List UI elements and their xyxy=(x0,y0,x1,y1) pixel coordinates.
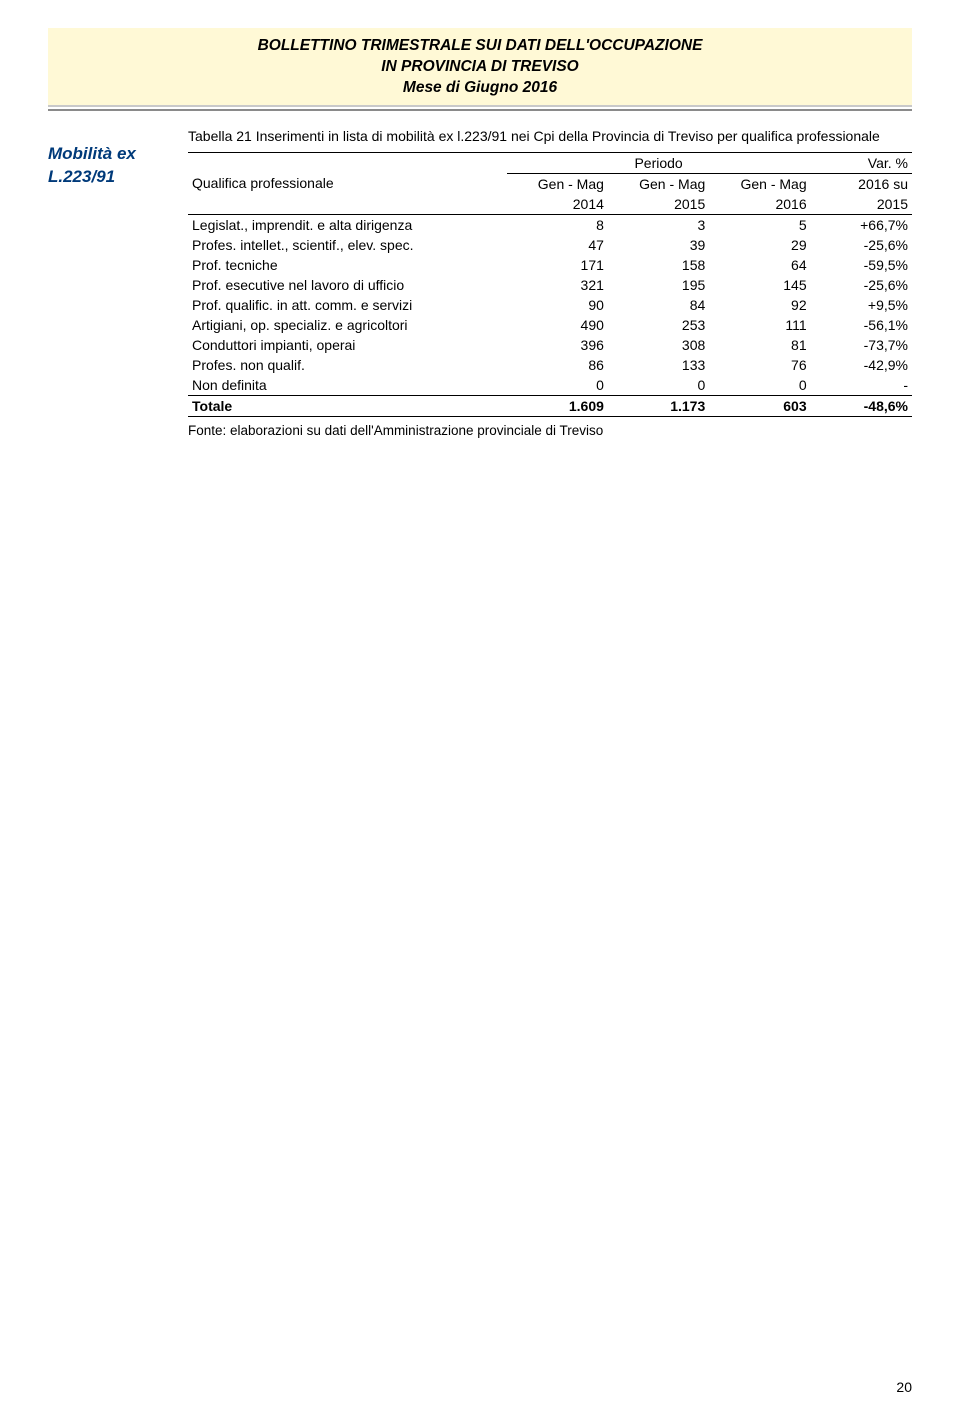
col4-line1: 2016 su xyxy=(811,173,912,194)
total-val: 1.609 xyxy=(507,395,608,416)
page-number: 20 xyxy=(896,1379,912,1395)
table-row: Profes. intellet., scientif., elev. spec… xyxy=(188,235,912,255)
row-val: 81 xyxy=(709,335,810,355)
row-val: -25,6% xyxy=(811,275,912,295)
row-val: 0 xyxy=(507,375,608,396)
row-label: Prof. esecutive nel lavoro di ufficio xyxy=(188,275,507,295)
col3-line2: 2016 xyxy=(709,194,810,215)
header-line-3: Mese di Giugno 2016 xyxy=(48,78,912,99)
content-row: Mobilità ex L.223/91 Tabella 21 Inserime… xyxy=(48,125,912,438)
row-label: Profes. non qualif. xyxy=(188,355,507,375)
row-val: 133 xyxy=(608,355,709,375)
row-label: Conduttori impianti, operai xyxy=(188,335,507,355)
table-total-row: Totale 1.609 1.173 603 -48,6% xyxy=(188,395,912,416)
col2-line2: 2015 xyxy=(608,194,709,215)
row-val: -73,7% xyxy=(811,335,912,355)
table-row: Prof. qualific. in att. comm. e servizi … xyxy=(188,295,912,315)
table-row: Artigiani, op. specializ. e agricoltori … xyxy=(188,315,912,335)
data-table: Periodo Var. % Qualifica professionale G… xyxy=(188,152,912,417)
table-row: Conduttori impianti, operai 396 308 81 -… xyxy=(188,335,912,355)
row-header-label: Qualifica professionale xyxy=(188,173,507,214)
header-line-2: IN PROVINCIA DI TREVISO xyxy=(48,57,912,78)
col1-line2: 2014 xyxy=(507,194,608,215)
row-val: -25,6% xyxy=(811,235,912,255)
row-label: Non definita xyxy=(188,375,507,396)
row-val: 3 xyxy=(608,214,709,235)
main-column: Tabella 21 Inserimenti in lista di mobil… xyxy=(188,125,912,438)
row-val: 5 xyxy=(709,214,810,235)
row-val: 92 xyxy=(709,295,810,315)
table-source: Fonte: elaborazioni su dati dell'Amminis… xyxy=(188,423,912,438)
sidebar-title: Mobilità ex L.223/91 xyxy=(48,143,170,189)
col-group-var: Var. % xyxy=(811,152,912,173)
row-val: -56,1% xyxy=(811,315,912,335)
row-val: 158 xyxy=(608,255,709,275)
row-val: 64 xyxy=(709,255,810,275)
sidebar-title-line2: L.223/91 xyxy=(48,167,115,186)
col3-line1: Gen - Mag xyxy=(709,173,810,194)
col1-line1: Gen - Mag xyxy=(507,173,608,194)
row-val: 195 xyxy=(608,275,709,295)
header-line-1: BOLLETTINO TRIMESTRALE SUI DATI DELL'OCC… xyxy=(48,36,912,57)
row-val: 47 xyxy=(507,235,608,255)
row-val: 490 xyxy=(507,315,608,335)
total-val: -48,6% xyxy=(811,395,912,416)
row-val: 396 xyxy=(507,335,608,355)
row-val: -42,9% xyxy=(811,355,912,375)
row-val: 321 xyxy=(507,275,608,295)
row-val: 145 xyxy=(709,275,810,295)
total-val: 1.173 xyxy=(608,395,709,416)
row-val: 86 xyxy=(507,355,608,375)
row-val: +66,7% xyxy=(811,214,912,235)
row-val: -59,5% xyxy=(811,255,912,275)
table-row: Non definita 0 0 0 - xyxy=(188,375,912,396)
blank-cell xyxy=(188,152,507,173)
row-label: Profes. intellet., scientif., elev. spec… xyxy=(188,235,507,255)
row-label: Legislat., imprendit. e alta dirigenza xyxy=(188,214,507,235)
col4-line2: 2015 xyxy=(811,194,912,215)
total-val: 603 xyxy=(709,395,810,416)
row-val: 76 xyxy=(709,355,810,375)
row-label: Prof. tecniche xyxy=(188,255,507,275)
table-row: Profes. non qualif. 86 133 76 -42,9% xyxy=(188,355,912,375)
row-val: 39 xyxy=(608,235,709,255)
table-row: Prof. esecutive nel lavoro di ufficio 32… xyxy=(188,275,912,295)
row-val: 0 xyxy=(709,375,810,396)
row-label: Artigiani, op. specializ. e agricoltori xyxy=(188,315,507,335)
header-rule xyxy=(48,109,912,111)
row-val: - xyxy=(811,375,912,396)
row-val: 111 xyxy=(709,315,810,335)
row-val: +9,5% xyxy=(811,295,912,315)
table-row: Prof. tecniche 171 158 64 -59,5% xyxy=(188,255,912,275)
sidebar: Mobilità ex L.223/91 xyxy=(48,125,170,438)
col-group-periodo: Periodo xyxy=(507,152,811,173)
row-val: 253 xyxy=(608,315,709,335)
total-label: Totale xyxy=(188,395,507,416)
page-header: BOLLETTINO TRIMESTRALE SUI DATI DELL'OCC… xyxy=(48,28,912,107)
row-val: 29 xyxy=(709,235,810,255)
col2-line1: Gen - Mag xyxy=(608,173,709,194)
table-row: Legislat., imprendit. e alta dirigenza 8… xyxy=(188,214,912,235)
row-val: 84 xyxy=(608,295,709,315)
row-val: 171 xyxy=(507,255,608,275)
row-val: 8 xyxy=(507,214,608,235)
row-val: 90 xyxy=(507,295,608,315)
row-label: Prof. qualific. in att. comm. e servizi xyxy=(188,295,507,315)
table-caption: Tabella 21 Inserimenti in lista di mobil… xyxy=(188,127,912,146)
row-val: 308 xyxy=(608,335,709,355)
sidebar-title-line1: Mobilità ex xyxy=(48,144,136,163)
row-val: 0 xyxy=(608,375,709,396)
